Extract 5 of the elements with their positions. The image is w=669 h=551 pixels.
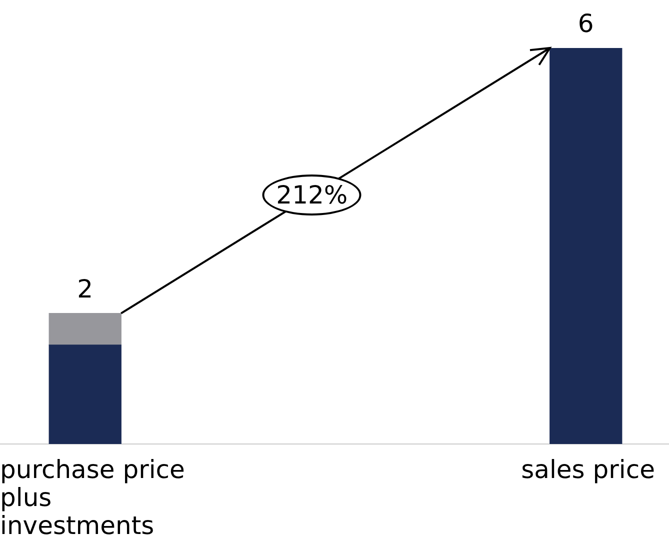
x-tick-label: purchase price plus investments [0,455,186,540]
annotation: 212% [262,174,362,216]
text: 6 [578,9,594,38]
x-tick-label: sales price [521,455,655,484]
annotation: 2 [77,274,94,304]
